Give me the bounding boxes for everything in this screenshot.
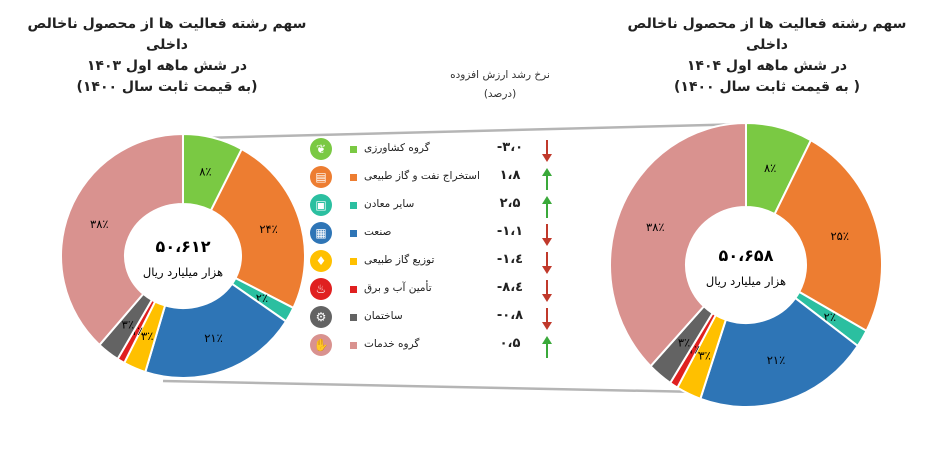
legend-label-mining: سایر معادن — [364, 198, 415, 210]
legend-row-water-electricity: ♨ تأمین آب و برق -۸،٤ — [300, 278, 570, 302]
legend-swatch-services — [350, 342, 357, 349]
legend-swatch-oil-gas — [350, 174, 357, 181]
right-chart-title: سهم رشته فعالیت ها از محصول ناخالص داخلی… — [618, 14, 916, 98]
growth-rate-header: نرخ رشد ارزش افزوده (درصد) — [440, 66, 560, 104]
growth-value-gas-distribution: -۱،٤ — [496, 252, 524, 267]
arrow-down-icon — [542, 140, 552, 162]
center-total-unit: هزار میلیارد ریال — [706, 274, 786, 289]
legend-swatch-construction — [350, 314, 357, 321]
center-total-value: ۵۰،۶۵۸ — [719, 246, 774, 265]
slice-label-services: ۳۸٪ — [646, 220, 665, 234]
slice-label-agriculture: ۸٪ — [199, 165, 211, 179]
legend-row-gas-distribution: ♦ توزیع گاز طبیعی -۱،٤ — [300, 250, 570, 274]
arrow-up-icon — [542, 336, 552, 358]
slice-industry — [699, 296, 860, 408]
left-title-line-1: سهم رشته فعالیت ها از محصول ناخالص داخلی — [27, 16, 307, 53]
slice-label-construction: ۳٪ — [678, 335, 690, 349]
center-total-unit: هزار میلیارد ریال — [143, 265, 223, 280]
left-title-line-3: (به قیمت ثابت سال ۱۴۰۰) — [76, 79, 258, 95]
center-total-value: ۵۰،۶۱۲ — [156, 237, 211, 256]
lightbulb-icon: ♨ — [310, 278, 332, 300]
arrow-down-icon — [542, 224, 552, 246]
legend-row-mining: ▣ سایر معادن ۲،۵ — [300, 194, 570, 218]
legend-swatch-industry — [350, 230, 357, 237]
right-title-line-2: در شش ماهه اول ۱۴۰۴ — [686, 58, 848, 74]
right-title-line-3: ( به قیمت ثابت سال ۱۴۰۰) — [674, 79, 860, 95]
arrow-down-icon — [542, 308, 552, 330]
slice-label-oil-gas: ۲۴٪ — [259, 222, 278, 236]
slice-services — [609, 121, 747, 368]
arrow-up-icon — [542, 168, 552, 190]
oil-barrel-icon: ▤ — [310, 166, 332, 188]
slice-oil-gas — [209, 147, 306, 310]
legend-label-agriculture: گروه کشاورزی — [364, 142, 430, 154]
mine-cart-icon: ▣ — [310, 194, 332, 216]
slice-label-agriculture: ۸٪ — [764, 161, 776, 175]
slice-oil-gas — [773, 138, 883, 333]
slice-label-oil-gas: ۲۵٪ — [830, 229, 849, 243]
growth-value-agriculture: -۳،۰ — [496, 140, 524, 155]
slice-label-services: ۳۸٪ — [90, 217, 109, 231]
left-chart-title: سهم رشته فعالیت ها از محصول ناخالص داخلی… — [8, 14, 326, 98]
gas-flame-icon: ♦ — [310, 250, 332, 272]
wheat-icon: ❦ — [310, 138, 332, 160]
growth-value-oil-gas: ۱،۸ — [499, 168, 521, 183]
legend-row-services: ✋ گروه خدمات ۰،۵ — [300, 334, 570, 358]
legend-row-construction: ⚙ ساختمان -۰،۸ — [300, 306, 570, 330]
arrow-up-icon — [542, 196, 552, 218]
slice-label-gas-distribution: ۳٪ — [141, 329, 153, 343]
legend-label-gas-distribution: توزیع گاز طبیعی — [364, 254, 435, 266]
factory-icon: ▦ — [310, 222, 332, 244]
legend-label-construction: ساختمان — [364, 310, 403, 322]
slice-label-industry: ۲۱٪ — [204, 331, 223, 345]
growth-value-construction: -۰،۸ — [496, 308, 524, 323]
arrow-down-icon — [542, 252, 552, 274]
legend-row-agriculture: ❦ گروه کشاورزی -۳،۰ — [300, 138, 570, 162]
slice-services — [60, 132, 184, 347]
slice-label-mining: ۲٪ — [824, 310, 836, 324]
legend-label-industry: صنعت — [364, 226, 392, 238]
legend-row-oil-gas: ▤ استخراج نفت و گاز طبیعی ۱،۸ — [300, 166, 570, 190]
service-hand-icon: ✋ — [310, 334, 332, 356]
slice-label-construction: ۳٪ — [122, 318, 134, 332]
legend-swatch-gas-distribution — [350, 258, 357, 265]
legend-swatch-mining — [350, 202, 357, 209]
slice-label-industry: ۲۱٪ — [767, 353, 786, 367]
growth-value-water-electricity: -۸،٤ — [496, 280, 524, 295]
legend-row-industry: ▦ صنعت -۱،۱ — [300, 222, 570, 246]
construction-icon: ⚙ — [310, 306, 332, 328]
growth-value-industry: -۱،۱ — [496, 224, 524, 239]
growth-value-mining: ۲،۵ — [499, 196, 521, 211]
arrow-down-icon — [542, 280, 552, 302]
legend-label-oil-gas: استخراج نفت و گاز طبیعی — [364, 170, 480, 182]
legend-label-water-electricity: تأمین آب و برق — [364, 282, 432, 294]
legend-swatch-agriculture — [350, 146, 357, 153]
growth-rate-title: نرخ رشد ارزش افزوده — [450, 69, 550, 81]
slice-label-gas-distribution: ۳٪ — [698, 349, 710, 363]
growth-value-services: ۰،۵ — [499, 336, 521, 351]
legend-label-services: گروه خدمات — [364, 338, 420, 350]
slice-industry — [144, 282, 288, 379]
left-title-line-2: در شش ماهه اول ۱۴۰۳ — [86, 58, 248, 74]
legend-swatch-water-electricity — [350, 286, 357, 293]
growth-rate-unit: (درصد) — [483, 88, 517, 100]
right-title-line-1: سهم رشته فعالیت ها از محصول ناخالص داخلی — [627, 16, 907, 53]
